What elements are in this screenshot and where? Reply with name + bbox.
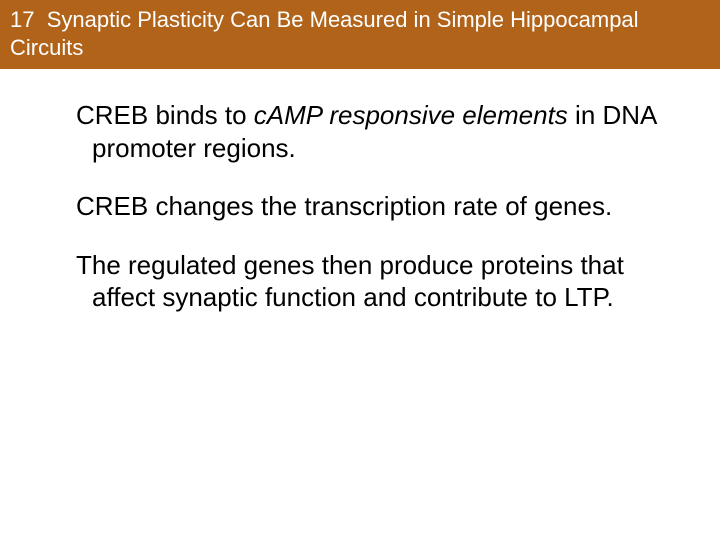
title-bar: 17 Synaptic Plasticity Can Be Measured i… — [0, 0, 720, 69]
paragraph-3: The regulated genes then produce protein… — [76, 249, 680, 314]
text-run: CREB binds to — [76, 100, 254, 130]
title-number: 17 — [10, 7, 34, 32]
text-run: CREB changes the transcription rate of g… — [76, 191, 612, 221]
body-area: CREB binds to cAMP responsive elements i… — [0, 69, 720, 314]
slide: 17 Synaptic Plasticity Can Be Measured i… — [0, 0, 720, 540]
paragraph-2: CREB changes the transcription rate of g… — [76, 190, 680, 223]
title-text: Synaptic Plasticity Can Be Measured in S… — [10, 7, 639, 60]
paragraph-1: CREB binds to cAMP responsive elements i… — [76, 99, 680, 164]
text-run: The regulated genes then produce protein… — [76, 250, 624, 313]
italic-run: cAMP responsive elements — [254, 100, 568, 130]
